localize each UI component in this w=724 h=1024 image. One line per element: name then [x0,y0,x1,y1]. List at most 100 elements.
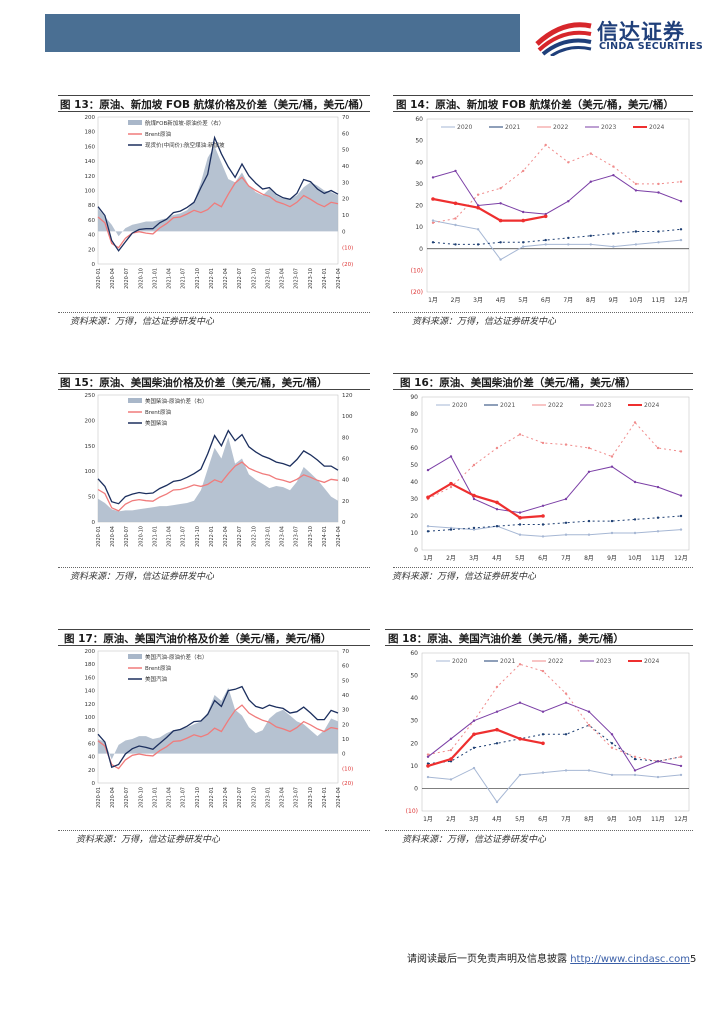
y-right-tick-label: 20 [342,722,349,728]
y-left-tick-label: 150 [85,444,96,450]
data-point-2023 [541,710,545,713]
legend-label: 2022 [548,658,563,665]
y-right-tick-label: 120 [342,393,353,399]
data-point-2023 [679,200,683,203]
y-right-tick-label: 40 [342,478,349,484]
plot-frame [97,116,339,265]
x-tick-label: 2022-07 [237,268,243,289]
data-point-2023 [472,719,476,722]
data-point-2020 [657,241,660,244]
data-point-2020 [541,771,545,774]
x-tick-label: 2022-04 [223,526,229,547]
y-left-tick-label: 0 [92,520,96,526]
data-point-2022 [426,753,430,756]
figure-source-rule [58,830,370,831]
data-point-2021 [472,746,476,749]
data-point-2021 [518,523,522,526]
x-tick-label: 2022-10 [251,787,257,808]
x-tick-label: 2020-07 [124,268,130,289]
legend-label: 2024 [649,124,664,131]
figure-title-rule [393,111,693,112]
series-line-2022 [427,663,682,762]
x-tick-label: 2021-07 [181,268,187,289]
figure-14-title: 图 14：原油、新加坡 FOB 航煤价差（美元/桶，美元/桶） [396,99,674,111]
data-point-2023 [656,485,660,489]
data-point-2023 [518,701,522,704]
data-point-2021 [449,528,453,531]
x-tick-label: 2020-10 [138,787,144,808]
legend-label: 2023 [601,124,616,131]
series-line-2020 [427,767,682,803]
data-point-2021 [426,762,430,765]
cinda-globe-icon [535,22,592,58]
data-point-2021 [522,241,525,244]
x-tick-label: 8月 [584,816,594,823]
data-point-2020 [518,533,522,536]
figure-title-rule [58,111,370,112]
y-right-tick-label: (20) [342,262,353,268]
logo-english-text: CINDA SECURITIES [599,41,704,52]
data-point-2022 [522,169,525,173]
x-tick-label: 2022-01 [209,268,215,289]
data-point-2024 [431,197,435,201]
data-point-2023 [587,470,591,473]
y-left-tick-label: 80 [88,728,95,734]
data-point-2021 [431,241,435,244]
data-point-2023 [431,176,435,179]
legend-label: 航煤FOB新加坡-原油价差（右） [145,119,224,127]
y-right-tick-label: 60 [342,664,349,670]
figure-source-rule [385,830,693,831]
data-point-2020 [426,525,430,528]
x-tick-label: 2月 [446,555,456,562]
y-tick-label: 40 [415,159,423,166]
legend-label: 2022 [553,124,568,131]
logo-chinese-text: 信达证券 [597,20,685,44]
data-point-2022 [541,669,545,673]
legend-label: 2021 [500,402,515,409]
data-point-2022 [472,463,476,467]
x-tick-label: 5月 [515,555,525,562]
y-tick-label: 40 [410,695,418,702]
x-tick-label: 2024-04 [336,268,342,289]
data-point-2021 [679,228,683,231]
data-point-2020 [610,773,614,777]
y-right-tick-label: 80 [342,435,349,441]
x-tick-label: 6月 [541,297,551,304]
plot-frame [426,118,690,293]
data-point-2022 [587,446,591,450]
legend-swatch [128,654,142,659]
data-point-2023 [587,710,591,713]
y-tick-label: 40 [410,479,418,486]
y-tick-label: (10) [411,267,423,274]
x-tick-label: 2020-01 [96,787,102,808]
series-line-2021 [427,724,682,765]
y-right-tick-label: 0 [342,229,346,235]
data-point-2021 [541,523,545,526]
y-right-tick-label: 30 [342,180,349,186]
figure-13-chart: 0 20 40 60 80 100 120 140 160 180 200 (20) (10) 0 10 20… [85,115,354,289]
data-point-2022 [499,187,502,190]
data-point-2022 [495,446,499,450]
y-left-tick-label: 160 [85,144,96,150]
y-left-tick-label: 100 [85,469,96,475]
x-tick-label: 2021-10 [195,268,201,289]
data-point-2020 [567,243,570,246]
data-point-2023 [426,755,430,758]
y-left-tick-label: 60 [88,741,95,747]
x-tick-label: 7月 [563,297,573,304]
series-line-2024 [427,728,544,767]
x-tick-label: 11月 [651,816,665,823]
legend-label: 2021 [500,658,515,665]
x-tick-label: 2024-01 [322,268,328,289]
x-tick-label: 2024-04 [336,787,342,808]
data-point-2023 [634,189,638,192]
footer-url-link[interactable]: http://www.cindasc.com [570,954,690,965]
series-line-2024 [427,482,544,519]
x-tick-label: 2021-04 [167,787,173,808]
cinda-logo: 信达证券 CINDA SECURITIES [533,14,713,58]
x-tick-label: 1月 [423,816,433,823]
data-point-2022 [495,685,499,689]
plot-frame [421,396,690,551]
y-right-tick-label: (10) [342,246,353,252]
x-tick-label: 2月 [451,297,461,304]
